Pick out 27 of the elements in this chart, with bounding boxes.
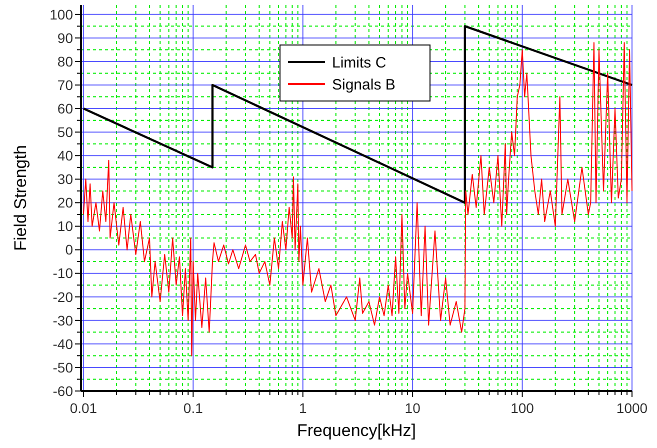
y-axis-title: Field Strength bbox=[11, 145, 30, 251]
y-tick-label: 10 bbox=[57, 218, 74, 234]
x-tick-label: 10 bbox=[404, 400, 421, 416]
x-tick-label: 1000 bbox=[616, 400, 648, 416]
y-tick-label: -10 bbox=[52, 265, 74, 282]
y-tick-label: 20 bbox=[57, 194, 74, 211]
y-tick-label: 30 bbox=[57, 171, 74, 188]
y-tick-label: -40 bbox=[52, 336, 74, 352]
y-tick-label: 60 bbox=[57, 100, 74, 116]
y-tick-label: -30 bbox=[52, 312, 74, 328]
y-tick-label: 70 bbox=[57, 76, 74, 93]
x-axis-title: Frequency[kHz] bbox=[296, 421, 416, 440]
y-tick-label: 90 bbox=[57, 30, 74, 46]
y-tick-label: 50 bbox=[57, 124, 74, 140]
x-tick-label: 1 bbox=[298, 400, 307, 416]
y-tick-label: -60 bbox=[52, 382, 74, 399]
y-tick-label: -20 bbox=[52, 288, 74, 305]
y-tick-label: 80 bbox=[57, 53, 74, 70]
x-tick-label: 0.01 bbox=[70, 400, 98, 416]
y-tick-label: 100 bbox=[50, 6, 74, 22]
y-tick-label: 0 bbox=[65, 242, 74, 258]
x-tick-label: 100 bbox=[510, 400, 534, 416]
legend-label: Signals B bbox=[332, 76, 396, 94]
x-tick-label: 0.1 bbox=[183, 400, 204, 416]
y-tick-label: -50 bbox=[52, 359, 74, 376]
y-tick-label: 40 bbox=[57, 148, 74, 164]
legend-label: Limits C bbox=[332, 54, 386, 72]
